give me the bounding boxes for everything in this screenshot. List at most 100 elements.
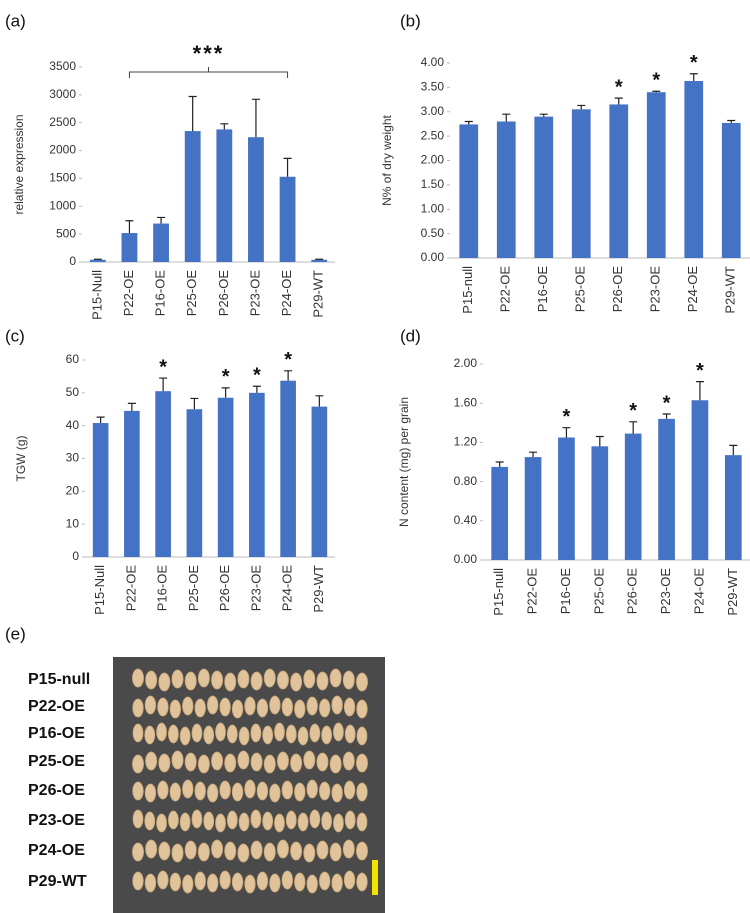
grain (157, 870, 169, 890)
error-bar (190, 397, 199, 410)
significance-label: * (563, 406, 571, 428)
grain (132, 781, 144, 801)
y-tick-label: 0.80 (454, 474, 478, 488)
y-tick-label: 0.00 (421, 250, 445, 264)
significance-label: * (253, 365, 261, 387)
bar (691, 400, 709, 560)
bar (186, 409, 203, 557)
grain (203, 811, 215, 831)
grain (244, 779, 256, 799)
grain (238, 812, 250, 832)
error-bar (495, 461, 504, 467)
grain (333, 722, 344, 742)
error-bar (252, 385, 261, 393)
grain (224, 672, 237, 692)
grain (215, 722, 226, 742)
x-tick-label: P16-OE (558, 568, 573, 615)
grain (344, 810, 356, 830)
grain (331, 783, 343, 803)
error-bar (251, 98, 260, 138)
significance-label: * (690, 52, 698, 74)
bar (684, 81, 704, 258)
x-tick-label: P26-OE (216, 270, 231, 317)
row-label: P25-OE (28, 753, 85, 770)
grain (231, 699, 244, 719)
grain (285, 724, 297, 744)
grain (211, 670, 223, 690)
grain (191, 723, 203, 743)
grain (263, 754, 276, 774)
grain (144, 811, 156, 831)
significance-label: * (696, 360, 704, 382)
grain (156, 813, 167, 833)
row-label: P23-OE (28, 812, 85, 829)
row-label: P26-OE (28, 782, 85, 799)
error-bar (284, 370, 293, 381)
x-tick-label: P15-null (491, 568, 506, 616)
y-tick-label: 0.50 (421, 226, 445, 240)
significance-label: * (222, 366, 230, 388)
error-bar (529, 451, 538, 458)
bar (721, 122, 741, 259)
y-tick-label: 10 (66, 516, 80, 530)
error-bar (652, 90, 661, 93)
bracket (128, 67, 289, 78)
grain (356, 782, 368, 802)
scale-bar (372, 860, 378, 895)
x-tick-label: P29-WT (311, 565, 326, 613)
grain (262, 725, 274, 745)
error-bar (159, 377, 168, 392)
grain (356, 872, 368, 892)
x-tick-label: P23-OE (658, 568, 673, 615)
grain (274, 813, 285, 833)
grain (281, 780, 293, 800)
grain (231, 782, 244, 802)
grain (144, 695, 157, 715)
grain (277, 670, 289, 690)
grain (309, 809, 321, 829)
grain (194, 781, 206, 801)
x-tick-label: P29-WT (725, 568, 740, 616)
grain (179, 812, 191, 832)
grain (263, 668, 276, 688)
x-tick-label: P15-Null (89, 270, 104, 320)
y-tick-label: 4.00 (421, 55, 445, 69)
grain (316, 752, 329, 772)
grain (169, 699, 181, 719)
row-label: P15-null (28, 671, 90, 688)
y-axis-label: N content (mg) per grain (397, 397, 411, 527)
grain (132, 754, 144, 774)
grain (197, 842, 210, 862)
grain (237, 669, 250, 689)
grain (356, 812, 368, 832)
grain (281, 697, 293, 717)
bar (216, 129, 233, 262)
y-tick-label: 1500 (49, 171, 76, 185)
error-bar (315, 258, 324, 260)
x-tick-label: P26-OE (217, 565, 232, 612)
y-tick-label: 2500 (49, 115, 76, 129)
grain (171, 669, 184, 689)
grain (294, 782, 306, 802)
grain (144, 725, 156, 745)
y-tick-label: 3.50 (421, 80, 445, 94)
grain (237, 750, 250, 770)
x-tick-label: P23-OE (247, 270, 262, 317)
grain (171, 843, 184, 863)
grain (269, 783, 281, 803)
grain (231, 872, 244, 892)
y-tick-label: 60 (66, 352, 80, 366)
grain (333, 813, 344, 833)
grain (356, 841, 368, 861)
bar (249, 392, 265, 557)
y-tick-label: 50 (66, 385, 80, 399)
grain (169, 782, 181, 802)
error-bar (127, 402, 136, 411)
x-tick-label: P15-Null (92, 565, 107, 615)
grain (329, 842, 342, 862)
grain (277, 751, 289, 771)
bar (217, 397, 234, 557)
y-tick-label: 3500 (49, 59, 76, 73)
row-label: P16-OE (28, 725, 85, 742)
grain (203, 725, 215, 745)
